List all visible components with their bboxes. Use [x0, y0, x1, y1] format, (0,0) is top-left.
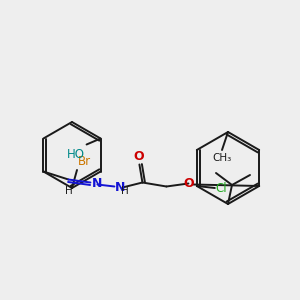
Text: CH₃: CH₃ [212, 153, 232, 163]
Text: HO: HO [67, 148, 85, 161]
Text: N: N [92, 177, 102, 190]
Text: Br: Br [78, 155, 91, 168]
Text: O: O [183, 177, 194, 190]
Text: H: H [122, 187, 129, 196]
Text: H: H [64, 187, 72, 196]
Text: Cl: Cl [216, 182, 227, 194]
Text: O: O [133, 149, 144, 163]
Text: N: N [114, 181, 125, 194]
